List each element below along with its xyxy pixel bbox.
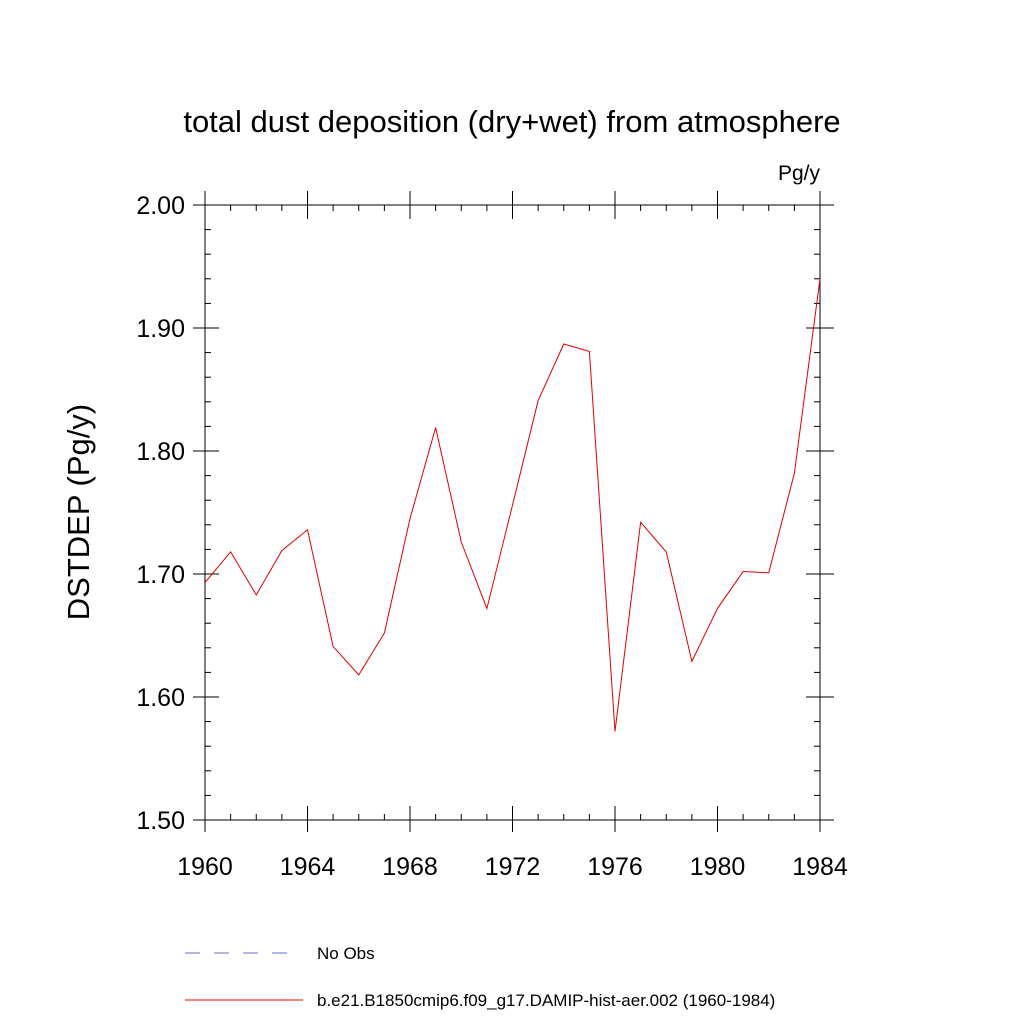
units-label: Pg/y bbox=[778, 162, 821, 185]
chart-title: total dust deposition (dry+wet) from atm… bbox=[183, 104, 840, 139]
x-tick-label: 1976 bbox=[587, 853, 643, 881]
series-line bbox=[204, 278, 821, 732]
axis-ticks: 1960 1964 1968 1972 1976 1980 1984 1.50 1.60 1.70… bbox=[136, 191, 848, 881]
x-tick-label: 1984 bbox=[792, 853, 848, 881]
y-tick-label: 1.90 bbox=[136, 315, 185, 343]
legend: No Obs b.e21.B1850cmip6.f09_g17.DAMIP-his… bbox=[185, 944, 775, 1010]
y-tick-label: 2.00 bbox=[136, 192, 185, 220]
y-tick-label: 1.80 bbox=[136, 438, 185, 466]
legend-label: b.e21.B1850cmip6.f09_g17.DAMIP-hist-aer.… bbox=[317, 991, 775, 1010]
x-tick-label: 1972 bbox=[485, 853, 541, 881]
plot-area-border bbox=[204, 204, 821, 821]
x-tick-label: 1964 bbox=[280, 853, 336, 881]
series-layer bbox=[204, 278, 821, 732]
y-axis-label: DSTDEP (Pg/y) bbox=[61, 404, 96, 620]
y-tick-label: 1.70 bbox=[136, 561, 185, 589]
y-tick-label: 1.60 bbox=[136, 684, 185, 712]
y-tick-label: 1.50 bbox=[136, 807, 185, 835]
plot-frame bbox=[204, 204, 821, 821]
x-tick-label: 1980 bbox=[690, 853, 746, 881]
x-tick-label: 1960 bbox=[177, 853, 233, 881]
x-tick-label: 1968 bbox=[382, 853, 438, 881]
legend-label: No Obs bbox=[317, 944, 375, 963]
